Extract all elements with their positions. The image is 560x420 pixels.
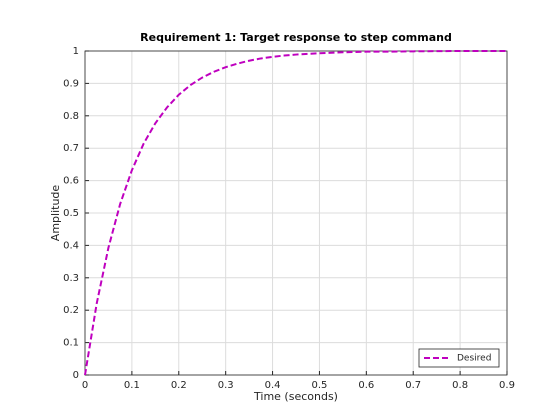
y-tick-label: 1 [73, 46, 79, 57]
y-tick-label: 0.2 [63, 305, 79, 316]
x-tick-label: 0 [82, 380, 88, 391]
x-tick-label: 0.6 [358, 380, 374, 391]
y-tick-label: 0.6 [63, 176, 79, 187]
x-tick-label: 0.7 [405, 380, 421, 391]
chart-title: Requirement 1: Target response to step c… [140, 31, 452, 44]
y-tick-label: 0.5 [63, 208, 79, 219]
x-axis-label: Time (seconds) [253, 390, 338, 403]
y-tick-label: 0 [73, 370, 79, 381]
axes-box [84, 50, 508, 376]
x-tick-label: 0.9 [499, 380, 515, 391]
x-tick-label: 0.4 [265, 380, 281, 391]
x-tick-label: 0.1 [124, 380, 140, 391]
legend-label: Desired [457, 354, 491, 364]
x-tick-label: 0.8 [452, 380, 468, 391]
y-tick-label: 0.4 [63, 240, 79, 251]
data-line [84, 50, 507, 376]
legend-box [418, 348, 500, 368]
x-tick-label: 0.2 [171, 380, 187, 391]
y-tick-label: 0.9 [63, 78, 79, 89]
x-tick-label: 0.3 [218, 380, 234, 391]
x-tick-label: 0.5 [311, 380, 327, 391]
y-tick-label: 0.7 [63, 143, 79, 154]
y-tick-label: 0.3 [63, 273, 79, 284]
y-tick-label: 0.8 [63, 111, 79, 122]
y-tick-label: 0.1 [63, 338, 79, 349]
y-axis-label: Amplitude [49, 185, 62, 242]
